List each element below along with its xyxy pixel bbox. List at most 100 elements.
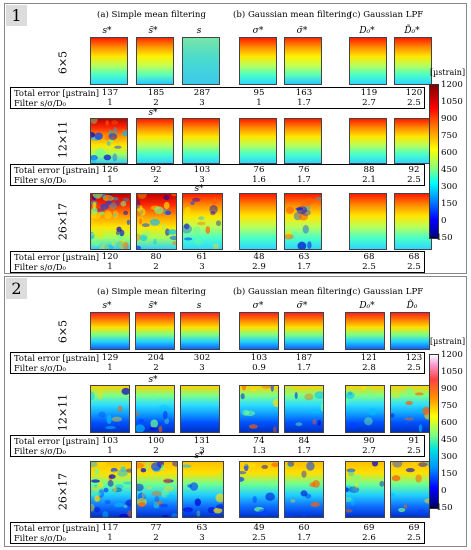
- column-mark: s*: [102, 301, 112, 311]
- filter-value: 2.5: [252, 533, 266, 543]
- filter-value: 2: [153, 175, 159, 185]
- error-value: 90: [363, 436, 375, 446]
- column-mark: σ̃*: [296, 26, 308, 36]
- error-value: 69: [408, 523, 420, 533]
- filter-label: Filter s/σ/D₀: [14, 98, 66, 108]
- error-value: 100: [147, 436, 165, 446]
- column-header-gaussian-lpf: (c) Gaussian LPF: [349, 287, 424, 297]
- colorbar-tick: 450: [441, 435, 458, 445]
- filter-value: 1.3: [252, 446, 266, 456]
- strain-map: [345, 312, 385, 350]
- total-error-label: Total error [µstrain]: [14, 436, 100, 446]
- total-error-label: Total error [µstrain]: [14, 523, 100, 533]
- strain-map: [239, 385, 279, 433]
- error-box: Total error [µstrain] Filter s/σ/D₀ 129 …: [10, 352, 425, 374]
- error-value: 117: [101, 523, 119, 533]
- column-mark: D̃₀*: [404, 26, 420, 36]
- error-value: 120: [101, 252, 119, 262]
- error-value: 69: [363, 523, 375, 533]
- error-box: Total error [µstrain] Filter s/σ/D₀ 117 …: [10, 522, 425, 544]
- filter-value: 2: [153, 533, 159, 543]
- column-mark: D₀*: [359, 26, 375, 36]
- filter-value: 3: [199, 363, 205, 373]
- filter-value: 2.5: [407, 98, 421, 108]
- column-mark: s: [196, 26, 202, 36]
- total-error-label: Total error [µstrain]: [14, 353, 100, 363]
- error-value: 123: [405, 353, 423, 363]
- filter-value: 3: [199, 446, 205, 456]
- panel-number: 1: [6, 5, 27, 26]
- strain-map: [90, 193, 131, 250]
- error-value: 91: [408, 436, 420, 446]
- filter-label: Filter s/σ/D₀: [14, 363, 66, 373]
- filter-value: 3: [199, 262, 205, 272]
- colorbar-tick: 300: [441, 182, 458, 192]
- column-mark: D₀*: [359, 301, 375, 311]
- error-value: 88: [363, 165, 375, 175]
- error-value: 120: [405, 88, 423, 98]
- colorbar-tick: 750: [441, 401, 458, 411]
- column-mark: σ*: [252, 301, 264, 311]
- total-error-label: Total error [µstrain]: [14, 252, 100, 262]
- colorbar-tick: 600: [441, 148, 458, 158]
- strain-map: [390, 461, 430, 518]
- error-value: 84: [298, 436, 310, 446]
- strain-map: [284, 118, 322, 164]
- filter-value: 3: [199, 533, 205, 543]
- error-value: 126: [101, 165, 119, 175]
- column-header-simple-mean: (a) Simple mean filtering: [97, 287, 206, 297]
- filter-value: 2.5: [407, 363, 421, 373]
- strain-map: [284, 37, 322, 85]
- strain-map: [180, 312, 220, 350]
- filter-value: 3: [199, 175, 205, 185]
- colorbar-tick: 600: [441, 418, 458, 428]
- colorbar-tick: 750: [441, 131, 458, 141]
- filter-value: 1.7: [297, 446, 311, 456]
- strain-map: [349, 193, 387, 250]
- colorbar-tick: 450: [441, 165, 458, 175]
- error-value: 129: [101, 353, 119, 363]
- column-mark: σ̃*: [296, 301, 308, 311]
- strain-map: [135, 312, 175, 350]
- filter-value: 1.7: [297, 98, 311, 108]
- filter-value: 2: [153, 363, 159, 373]
- strain-map: [182, 37, 220, 85]
- filter-value: 1.7: [297, 262, 311, 272]
- filter-value: 1: [107, 446, 113, 456]
- row-label: 12×11: [56, 393, 70, 432]
- filter-value: 2.7: [362, 98, 376, 108]
- error-box: Total error [µstrain] Filter s/σ/D₀ 120 …: [10, 251, 425, 273]
- column-mark: σ*: [252, 26, 264, 36]
- strain-map: [136, 461, 178, 518]
- error-value: 302: [193, 353, 211, 363]
- strain-map: [136, 193, 177, 250]
- error-value: 61: [196, 252, 208, 262]
- strain-map: [136, 118, 174, 164]
- strain-map: [284, 385, 324, 433]
- filter-value: 2.5: [407, 175, 421, 185]
- error-value: 49: [253, 523, 265, 533]
- error-value: 63: [298, 252, 310, 262]
- strain-map: [180, 385, 220, 433]
- colorbar-tick: 1050: [441, 367, 463, 377]
- error-box: Total error [µstrain] Filter s/σ/D₀ 126 …: [10, 164, 425, 186]
- row-label: 26×17: [56, 472, 70, 511]
- strain-map: [349, 37, 387, 85]
- error-value: 103: [101, 436, 119, 446]
- strain-map: [136, 37, 174, 85]
- colorbar-unit: [µstrain]: [430, 337, 466, 346]
- filter-value: 2: [153, 98, 159, 108]
- strain-map: [390, 385, 430, 433]
- strain-map: [90, 37, 128, 85]
- panel-1: 1 (a) Simple mean filtering (b) Gaussian…: [4, 3, 467, 274]
- filter-value: 1.7: [297, 363, 311, 373]
- row-mark: s*: [148, 375, 158, 385]
- error-value: 103: [193, 165, 211, 175]
- filter-value: 2.1: [362, 175, 376, 185]
- error-value: 131: [193, 436, 211, 446]
- filter-value: 1.7: [297, 533, 311, 543]
- strain-map: [284, 193, 322, 250]
- error-value: 68: [363, 252, 375, 262]
- column-header-gaussian-lpf: (c) Gaussian LPF: [349, 10, 424, 20]
- strain-map: [394, 118, 432, 164]
